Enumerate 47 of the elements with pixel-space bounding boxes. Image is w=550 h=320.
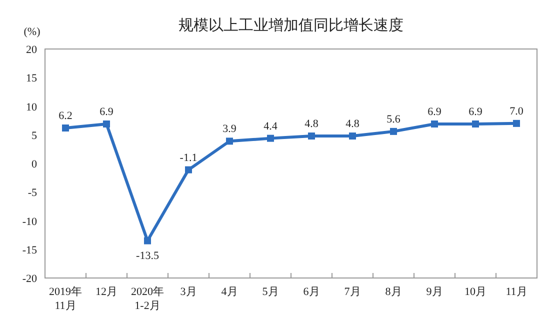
text: 6.9 [468,106,482,118]
y-tick-label: 5 [32,130,38,142]
y-tick-label: -10 [22,216,38,228]
point [431,120,438,128]
y-tick-label: 20 [26,44,38,56]
chart-title: 规模以上工业增加值同比增长速度 [178,17,404,34]
y-tick-label: -15 [22,244,38,256]
point [267,134,274,142]
point [513,120,520,127]
text: -1.1 [180,152,198,164]
point [308,132,315,140]
x-tick-label: 8月 [385,286,402,298]
point [103,120,110,128]
point [62,124,69,132]
y-tick-label: 15 [26,72,38,85]
y-tick-label: 10 [26,101,38,114]
x-tick-label: 11月 [506,286,528,298]
point [144,237,151,244]
text: 3.9 [222,123,236,136]
text: -13.5 [136,250,159,262]
x-tick-label: 6月 [303,286,320,298]
x-tick-label: 5月 [262,286,279,298]
y-tick-label: 0 [32,158,38,170]
y-tick-label: -20 [22,273,38,285]
point [472,120,479,128]
x-tick-label: 7月 [344,286,361,298]
x-tick-label: 9月 [426,286,443,298]
text: 6.9 [100,106,114,118]
text: 7.0 [510,105,524,118]
y-axis-title: (%) [24,26,41,38]
point [185,166,192,174]
point [390,128,397,135]
x-tick-label: 2020年 1-2月 [131,286,164,312]
x-tick-label: 10月 [464,286,486,298]
text: 4.4 [264,120,278,132]
point [349,132,356,140]
text: 6.2 [58,110,72,122]
text: 5.6 [386,113,400,126]
x-tick-label: 12月 [96,286,118,298]
x-tick-label: 2019年 11月 [49,286,82,312]
text: 6.9 [428,106,442,118]
text: 4.8 [346,118,360,130]
y-tick-label: -5 [28,187,38,200]
x-tick-label: 3月 [180,286,197,298]
text: 4.8 [304,118,318,130]
point [226,138,233,145]
x-tick-label: 4月 [221,286,238,298]
